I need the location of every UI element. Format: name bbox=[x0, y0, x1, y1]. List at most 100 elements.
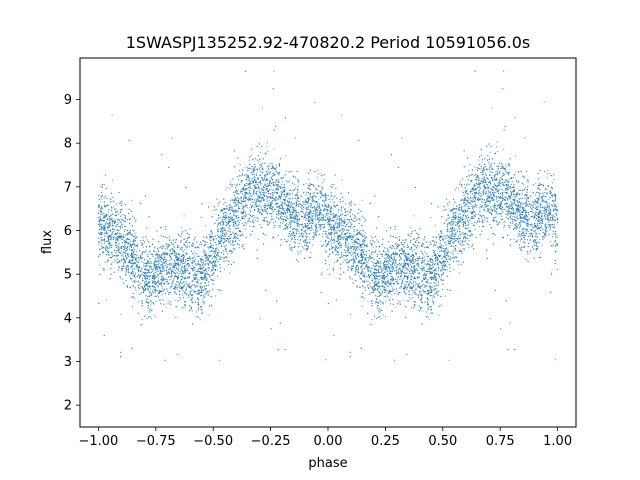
data-point bbox=[143, 241, 146, 243]
data-point bbox=[225, 214, 227, 216]
data-point bbox=[105, 231, 108, 233]
data-point bbox=[257, 188, 259, 190]
data-point bbox=[149, 311, 151, 313]
data-point bbox=[293, 184, 295, 186]
data-point bbox=[128, 269, 130, 271]
data-point bbox=[200, 295, 202, 297]
data-point bbox=[160, 227, 162, 229]
data-point bbox=[170, 257, 172, 259]
data-point bbox=[284, 211, 287, 214]
data-point bbox=[193, 267, 195, 269]
data-point bbox=[171, 263, 173, 265]
data-point bbox=[268, 196, 270, 198]
data-point bbox=[161, 247, 163, 249]
data-point bbox=[253, 192, 255, 194]
data-point bbox=[156, 285, 158, 287]
data-point bbox=[281, 183, 283, 185]
data-point bbox=[260, 165, 262, 167]
data-point bbox=[104, 238, 106, 240]
data-point bbox=[205, 288, 207, 290]
data-point bbox=[172, 279, 174, 281]
data-point bbox=[132, 292, 134, 294]
data-point bbox=[278, 209, 280, 211]
data-point bbox=[128, 208, 130, 210]
data-point bbox=[277, 349, 279, 351]
data-point bbox=[217, 252, 219, 254]
data-point bbox=[246, 204, 248, 207]
data-point bbox=[230, 263, 233, 265]
data-point bbox=[151, 243, 154, 245]
data-point bbox=[139, 283, 141, 285]
data-point bbox=[298, 200, 300, 202]
data-point bbox=[300, 210, 302, 213]
data-point bbox=[314, 224, 316, 226]
data-point bbox=[219, 231, 221, 233]
data-point bbox=[164, 258, 166, 260]
data-point bbox=[324, 205, 326, 207]
data-point bbox=[110, 263, 112, 265]
data-point bbox=[266, 198, 268, 200]
data-point bbox=[126, 249, 128, 251]
data-point bbox=[241, 190, 243, 192]
data-point bbox=[295, 205, 297, 207]
data-point bbox=[224, 229, 226, 231]
data-point bbox=[279, 198, 281, 200]
data-point bbox=[134, 273, 136, 276]
data-point bbox=[307, 201, 309, 203]
data-point bbox=[105, 250, 107, 252]
data-point bbox=[153, 314, 155, 316]
data-point bbox=[292, 193, 294, 195]
data-point bbox=[100, 212, 102, 214]
data-point bbox=[115, 242, 117, 244]
data-point bbox=[248, 167, 250, 169]
data-point bbox=[229, 228, 231, 230]
data-point bbox=[303, 241, 305, 243]
data-point bbox=[120, 313, 122, 315]
data-point bbox=[288, 232, 290, 235]
data-point bbox=[208, 274, 210, 276]
data-point bbox=[192, 261, 194, 263]
data-point bbox=[246, 176, 248, 178]
data-point bbox=[317, 217, 319, 219]
data-point bbox=[205, 244, 207, 246]
data-point bbox=[118, 225, 120, 227]
data-point bbox=[121, 218, 123, 220]
data-point bbox=[182, 277, 184, 279]
data-point bbox=[239, 230, 241, 232]
data-point bbox=[121, 247, 123, 249]
data-point bbox=[271, 181, 274, 183]
data-point bbox=[238, 179, 240, 181]
data-point bbox=[121, 226, 123, 229]
data-point bbox=[164, 270, 166, 272]
data-point bbox=[284, 216, 286, 218]
data-point bbox=[248, 184, 250, 186]
data-point bbox=[225, 232, 227, 234]
data-point bbox=[104, 247, 106, 250]
data-point bbox=[312, 198, 314, 200]
data-point bbox=[255, 174, 258, 176]
data-point bbox=[318, 209, 320, 212]
data-point bbox=[254, 184, 256, 186]
data-point bbox=[217, 289, 219, 291]
data-point bbox=[289, 207, 291, 209]
data-point bbox=[113, 230, 115, 232]
data-point bbox=[135, 259, 137, 261]
data-point bbox=[244, 210, 246, 212]
data-point bbox=[200, 282, 202, 284]
data-point bbox=[160, 282, 162, 284]
data-point bbox=[205, 270, 207, 272]
data-point bbox=[277, 212, 279, 214]
data-point bbox=[318, 198, 320, 200]
data-point bbox=[221, 225, 223, 227]
data-point bbox=[309, 198, 311, 200]
data-point bbox=[270, 183, 272, 185]
data-point bbox=[308, 220, 310, 223]
data-point bbox=[99, 223, 101, 225]
data-point bbox=[109, 245, 111, 247]
data-point bbox=[299, 240, 301, 242]
data-point bbox=[201, 203, 203, 205]
data-point bbox=[108, 221, 111, 223]
data-point bbox=[156, 267, 158, 269]
data-point bbox=[257, 178, 260, 180]
data-point bbox=[288, 171, 290, 173]
